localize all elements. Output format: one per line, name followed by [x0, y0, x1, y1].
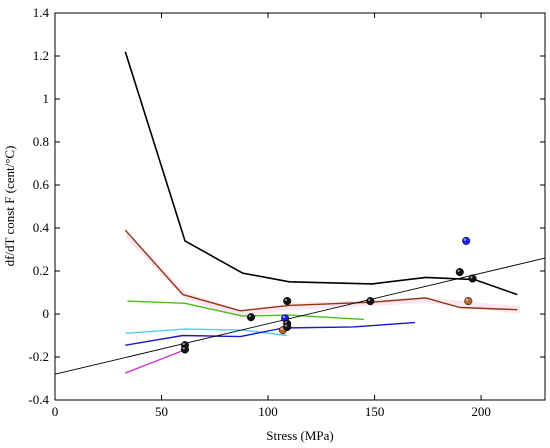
x-axis: 0 50 100 150 200 — [52, 13, 491, 419]
data-point-highlight — [284, 324, 288, 327]
x-tick-label: 200 — [471, 404, 491, 419]
data-point — [246, 313, 256, 322]
data-point — [468, 274, 477, 283]
y-tick-label: 0.8 — [33, 134, 49, 149]
data-point-highlight — [470, 276, 473, 279]
data-point — [366, 297, 375, 306]
x-tick-label: 150 — [365, 404, 385, 419]
series-line-5 — [125, 321, 416, 346]
data-point — [455, 268, 464, 277]
series-line-2 — [124, 229, 518, 312]
plot-area — [54, 51, 546, 375]
data-point — [462, 236, 471, 245]
data-point-highlight — [248, 314, 251, 318]
y-tick-label: 1.2 — [33, 48, 49, 63]
series-line-7 — [54, 257, 546, 375]
plot-frame — [54, 12, 546, 401]
data-point — [180, 345, 190, 354]
data-point-highlight — [457, 269, 460, 273]
data-point-highlight — [367, 298, 371, 302]
y-axis-label: df/dT const F (cent/°C) — [2, 146, 17, 267]
data-point-highlight — [182, 342, 185, 346]
y-tick-label: 1 — [43, 91, 50, 106]
data-point-highlight — [282, 315, 286, 319]
series-line-6 — [125, 349, 184, 374]
data-point — [283, 322, 292, 331]
y-tick-label: 0.2 — [33, 263, 49, 278]
y-tick-label: -0.4 — [28, 392, 49, 407]
data-point-highlight — [465, 298, 469, 302]
x-tick-label: 0 — [52, 404, 59, 419]
y-tick-label: -0.2 — [28, 349, 49, 364]
data-point — [283, 297, 292, 306]
data-point-highlight — [284, 298, 288, 302]
x-tick-label: 100 — [258, 404, 278, 419]
data-point-highlight — [280, 327, 283, 331]
y-tick-label: 0.4 — [33, 220, 50, 235]
x-axis-label: Stress (MPa) — [266, 428, 334, 443]
y-tick-label: 1.4 — [33, 5, 50, 20]
y-tick-label: 0.6 — [33, 177, 50, 192]
series-line-3 — [127, 300, 364, 321]
data-point — [464, 297, 473, 306]
series-line-4 — [125, 328, 288, 337]
data-point-highlight — [463, 238, 467, 241]
data-point-highlight — [182, 347, 185, 350]
series-line-1 — [124, 51, 518, 296]
x-tick-label: 50 — [155, 404, 168, 419]
y-axis: -0.4 -0.2 0 0.2 0.4 0.6 0.8 1 1.2 1.4 — [28, 5, 545, 407]
y-tick-label: 0 — [43, 306, 50, 321]
